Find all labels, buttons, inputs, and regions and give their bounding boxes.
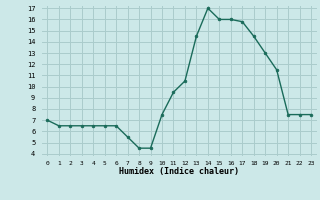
- X-axis label: Humidex (Indice chaleur): Humidex (Indice chaleur): [119, 167, 239, 176]
